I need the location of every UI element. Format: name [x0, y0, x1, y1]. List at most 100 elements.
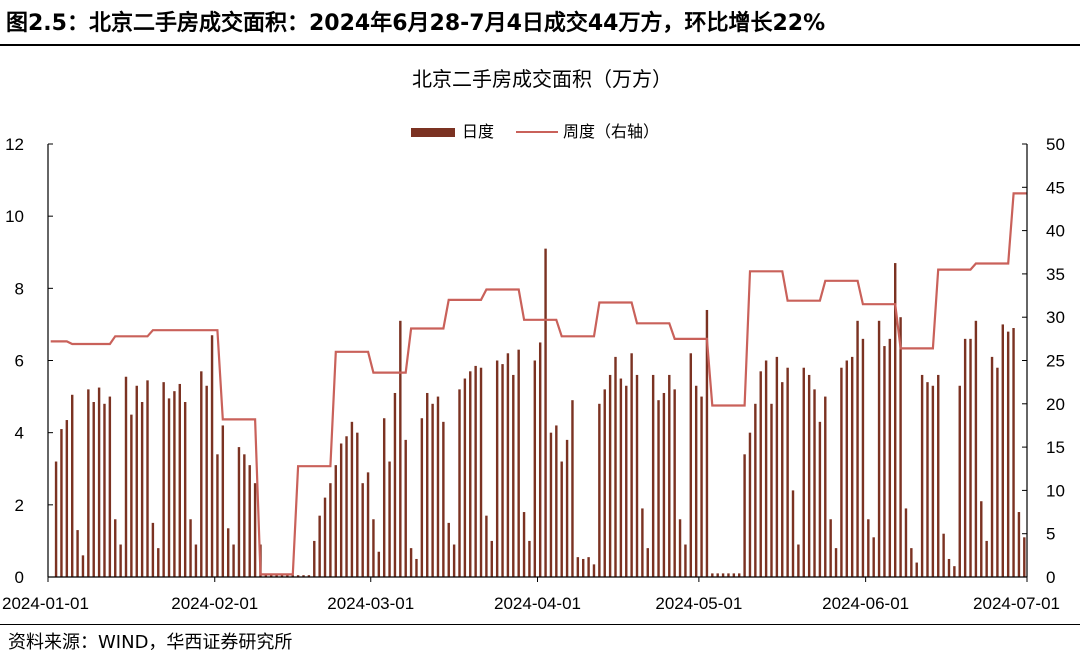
daily-bar	[990, 356, 994, 577]
daily-bar	[807, 374, 811, 577]
daily-bar	[54, 461, 58, 577]
daily-bar	[382, 418, 386, 577]
legend-label-daily: 日度	[462, 122, 494, 141]
daily-bar	[512, 374, 515, 577]
daily-bar	[313, 540, 316, 577]
daily-bar	[980, 501, 983, 577]
daily-bar	[974, 320, 978, 577]
daily-bar	[555, 425, 558, 577]
daily-bar	[243, 454, 246, 577]
daily-bar	[479, 367, 483, 577]
daily-bar	[883, 346, 886, 577]
daily-bar	[630, 353, 633, 577]
daily-bar	[678, 519, 682, 577]
x-tick-label: 2024-04-01	[494, 594, 581, 613]
source-divider	[0, 624, 1080, 625]
left-tick-label: 4	[15, 424, 24, 443]
daily-bar	[544, 248, 547, 577]
right-tick-label: 30	[1046, 308, 1065, 327]
daily-bar	[732, 573, 736, 577]
daily-bar	[1012, 328, 1015, 577]
right-tick-label: 35	[1046, 265, 1065, 284]
daily-bar	[291, 575, 294, 577]
daily-bar	[985, 540, 988, 577]
daily-bar	[904, 508, 908, 577]
daily-bar	[786, 367, 789, 577]
daily-bar	[775, 356, 779, 577]
left-tick-label: 0	[15, 568, 24, 587]
daily-bar	[915, 562, 918, 577]
daily-bar	[834, 548, 838, 577]
daily-bar	[549, 432, 553, 577]
daily-bar	[146, 380, 149, 577]
daily-bar	[275, 575, 278, 577]
daily-bar	[614, 356, 617, 577]
x-tick-label: 2024-06-01	[822, 594, 909, 613]
daily-bar	[200, 371, 203, 577]
daily-bar	[280, 575, 284, 577]
daily-bar	[173, 391, 176, 577]
daily-bar	[931, 385, 935, 577]
daily-bar	[264, 575, 268, 577]
right-tick-label: 0	[1046, 568, 1055, 587]
daily-bar	[140, 402, 144, 577]
daily-bar	[388, 461, 391, 577]
daily-bar	[232, 544, 235, 577]
right-tick-label: 40	[1046, 222, 1065, 241]
daily-bar	[538, 342, 542, 577]
daily-bar	[436, 396, 440, 577]
source-note: 资料来源：WIND，华西证券研究所	[8, 632, 293, 653]
daily-bar	[151, 522, 155, 578]
daily-bar	[571, 400, 574, 577]
daily-bar	[797, 544, 800, 577]
daily-bar	[635, 374, 639, 577]
daily-bar	[157, 548, 160, 577]
right-tick-label: 50	[1046, 135, 1065, 154]
daily-bar	[791, 490, 795, 577]
daily-bar	[813, 389, 816, 577]
daily-bar	[845, 360, 849, 577]
daily-bar	[673, 389, 676, 577]
daily-bar	[877, 320, 881, 577]
x-tick-label: 2024-03-01	[327, 594, 414, 613]
daily-bar	[1001, 324, 1004, 577]
daily-bar	[302, 575, 305, 577]
daily-bar	[377, 551, 381, 577]
daily-bar	[474, 365, 477, 577]
daily-bar	[700, 396, 703, 577]
daily-bar	[1006, 331, 1010, 577]
daily-bar	[926, 382, 929, 577]
daily-bar	[899, 317, 902, 577]
daily-bar	[651, 374, 655, 577]
daily-bar	[409, 548, 413, 577]
daily-bar	[829, 519, 832, 577]
daily-bar	[711, 573, 714, 577]
daily-bar	[565, 439, 569, 577]
daily-bar	[442, 421, 445, 577]
daily-bar	[625, 385, 628, 577]
daily-bar	[738, 573, 741, 577]
daily-bar	[76, 530, 79, 577]
daily-bar	[910, 548, 913, 577]
daily-bars	[54, 248, 1026, 578]
daily-bar	[689, 353, 693, 577]
daily-bar	[608, 374, 612, 577]
right-tick-label: 25	[1046, 352, 1065, 371]
daily-bar	[447, 522, 450, 578]
daily-bar	[582, 558, 585, 577]
daily-bar	[253, 483, 257, 577]
daily-bar	[748, 432, 752, 577]
daily-bar	[334, 465, 337, 577]
daily-bar	[361, 483, 364, 577]
daily-bar	[818, 421, 822, 577]
daily-bar	[286, 575, 289, 577]
daily-bar	[920, 374, 924, 577]
daily-bar	[97, 387, 101, 577]
daily-bar	[71, 394, 74, 577]
legend-swatch-daily	[411, 128, 455, 137]
daily-bar	[759, 371, 762, 577]
daily-bar	[318, 515, 321, 577]
daily-bar	[130, 414, 133, 578]
daily-bar	[958, 385, 961, 577]
daily-bar	[662, 392, 666, 577]
